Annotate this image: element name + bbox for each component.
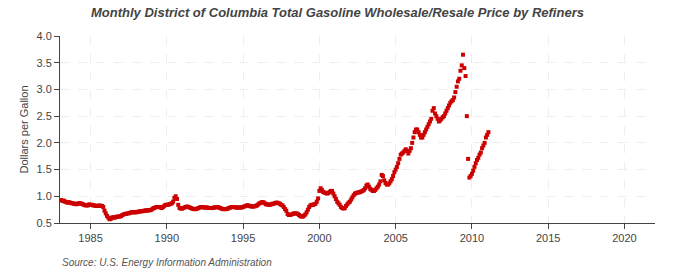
svg-text:2.5: 2.5 (37, 110, 52, 122)
svg-text:1990: 1990 (155, 232, 179, 244)
svg-text:Dollars per Gallon: Dollars per Gallon (18, 85, 30, 173)
svg-text:2000: 2000 (307, 232, 331, 244)
svg-text:2015: 2015 (536, 232, 560, 244)
svg-text:4.0: 4.0 (37, 30, 52, 42)
svg-text:Monthly District of Columbia T: Monthly District of Columbia Total Gasol… (91, 5, 584, 20)
svg-text:1.0: 1.0 (37, 190, 52, 202)
svg-text:1985: 1985 (78, 232, 102, 244)
svg-text:1.5: 1.5 (37, 163, 52, 175)
svg-text:2.0: 2.0 (37, 137, 52, 149)
svg-text:2010: 2010 (460, 232, 484, 244)
svg-text:2005: 2005 (383, 232, 407, 244)
svg-text:3.0: 3.0 (37, 83, 52, 95)
svg-text:3.5: 3.5 (37, 57, 52, 69)
svg-text:1995: 1995 (231, 232, 255, 244)
svg-text:Source: U.S. Energy Informatio: Source: U.S. Energy Information Administ… (62, 257, 272, 268)
svg-text:2020: 2020 (612, 232, 636, 244)
svg-text:0.5: 0.5 (37, 217, 52, 229)
